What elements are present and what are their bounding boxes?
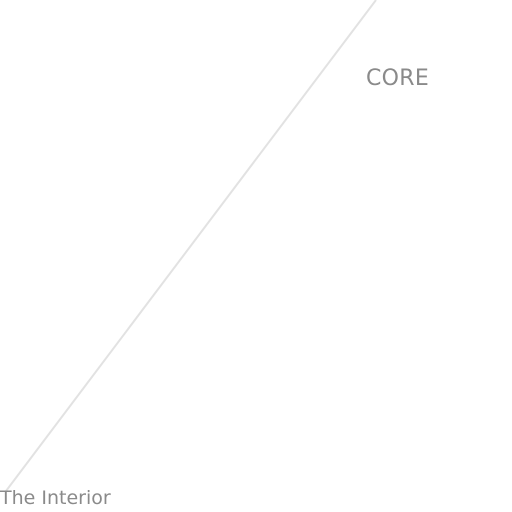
- diagonal-line: [5, 0, 377, 492]
- interior-label: The Interior: [0, 487, 111, 509]
- core-label: CORE: [366, 66, 430, 91]
